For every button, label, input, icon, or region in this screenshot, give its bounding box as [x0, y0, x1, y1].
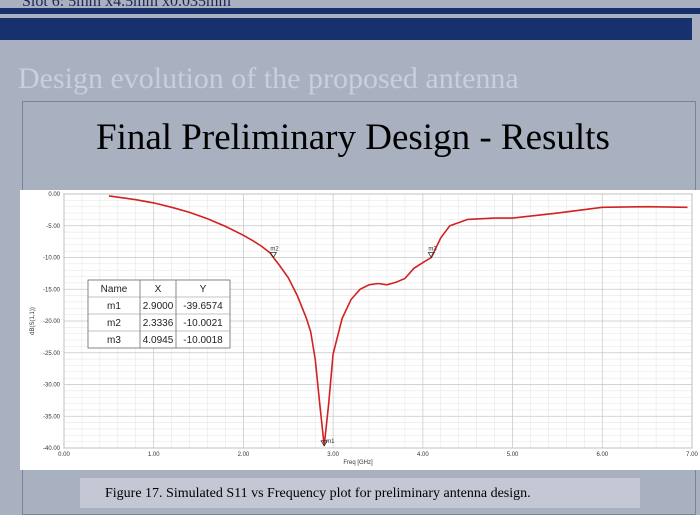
table-cell: 4.0945 [143, 335, 174, 346]
marker-triangle [269, 252, 278, 259]
x-axis-label: Freq [GHz] [343, 460, 373, 466]
y-tick-label: -15.00 [43, 287, 61, 293]
table-cell: -10.0021 [183, 318, 223, 329]
chart-axes: 0.00 1.00 2.00 3.00 4.00 5.00 6.00 7.00 0.00 -5.0… [30, 192, 698, 466]
x-tick-label: 2.00 [238, 452, 250, 458]
figure-caption: Figure 17. Simulated S11 vs Frequency pl… [105, 486, 531, 501]
header-band [0, 18, 692, 40]
y-tick-label: -25.00 [43, 351, 61, 357]
table-cell: 2.9000 [143, 301, 174, 312]
marker-table: Name X Ym1 2.9000 -39.6574 m2 2.3336 -10.0021 m3… [87, 279, 231, 349]
table-cell: 2.3336 [143, 318, 174, 329]
caption-box [80, 478, 640, 508]
table-cell: m2 [107, 318, 121, 329]
marker-triangle [427, 252, 436, 259]
chart-series [108, 195, 688, 446]
y-tick-label: -10.00 [43, 256, 61, 262]
y-tick-label: -5.00 [46, 224, 60, 230]
x-tick-label: 4.00 [417, 452, 429, 458]
table-cell: -39.6574 [183, 301, 223, 312]
marker-label: m3 [428, 247, 437, 253]
table-header-cell: X [155, 284, 162, 295]
y-axis-label: dB(S(1,1)) [30, 307, 36, 335]
marker-label: m1 [326, 439, 335, 445]
slide-subtitle: Final Preliminary Design - Results [96, 117, 610, 158]
table-header-cell: Name [101, 284, 128, 295]
previous-slide-text: Slot 6: 5mm x4.5mm x0.035mm [22, 0, 231, 10]
table-cell: m3 [107, 335, 121, 346]
y-tick-label: 0.00 [48, 192, 60, 198]
marker-triangle [320, 440, 328, 447]
table-cell: m1 [107, 301, 121, 312]
chart-markers: m1 m2 m3 [269, 247, 437, 447]
s11-curve [108, 195, 688, 446]
y-tick-label: -40.00 [43, 446, 61, 452]
slide-heading: Design evolution of the proposed antenna [18, 62, 519, 95]
y-tick-label: -20.00 [43, 319, 61, 325]
header-band-thin [0, 8, 700, 14]
y-tick-label: -30.00 [43, 383, 61, 389]
table-cell: -10.0018 [183, 335, 223, 346]
x-tick-label: 6.00 [596, 452, 608, 458]
x-tick-label: 5.00 [507, 452, 519, 458]
x-tick-label: 7.00 [686, 452, 698, 458]
x-tick-label: 3.00 [327, 452, 339, 458]
y-tick-label: -35.00 [43, 414, 61, 420]
table-header-cell: Y [200, 284, 207, 295]
x-tick-label: 0.00 [58, 452, 70, 458]
marker-label: m2 [270, 247, 279, 253]
x-tick-label: 1.00 [148, 452, 160, 458]
